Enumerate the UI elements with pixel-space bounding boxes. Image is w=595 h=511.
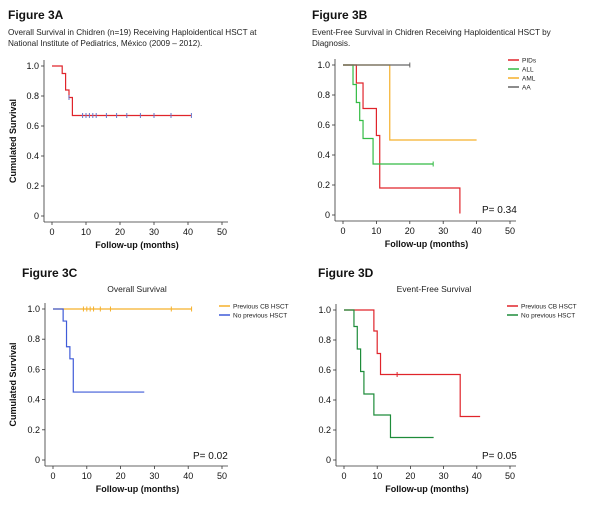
y-tick-label: 0.4: [27, 395, 40, 405]
y-tick-label: 1.0: [26, 61, 39, 71]
x-tick-label: 40: [472, 226, 482, 236]
chart-a-group: 0 10 20 30 40 50 0 0.2 0.4 0.6 0.8 1.0 Follow-up (mo…: [8, 60, 228, 250]
x-tick-label: 20: [116, 471, 126, 481]
x-tick-label: 30: [439, 471, 449, 481]
x-tick-label: 40: [183, 471, 193, 481]
y-tick-label: 0.2: [27, 425, 40, 435]
legend-entry: PIDs: [522, 57, 537, 64]
series-line-no-previous-hsct: [344, 309, 434, 439]
y-tick-label: 0.6: [26, 121, 39, 131]
y-tick-label: 0.8: [27, 334, 40, 344]
y-tick-label: 0.8: [317, 90, 330, 100]
chart-b-group: 0 10 20 30 40 50 0 0.2 0.4 0.6 0.8 1.0 Follow-up (mo…: [317, 57, 536, 249]
x-tick-label: 20: [115, 227, 125, 237]
series-line-survival: [52, 65, 192, 117]
legend-entry: No previous HSCT: [521, 312, 575, 319]
x-tick-label: 0: [50, 471, 55, 481]
x-tick-label: 50: [505, 226, 515, 236]
y-tick-label: 0.8: [318, 335, 331, 345]
series-line-pids: [343, 64, 461, 214]
x-tick-label: 10: [372, 471, 382, 481]
x-tick-label: 10: [82, 471, 92, 481]
x-tick-label: 40: [183, 227, 193, 237]
y-tick-label: 0: [35, 455, 40, 465]
figure-3c-title: Overall Survival: [107, 284, 167, 294]
y-tick-label: 0.2: [318, 425, 331, 435]
y-tick-label: 0.2: [317, 180, 330, 190]
figure-3d-title: Event-Free Survival: [396, 284, 472, 294]
legend-entry: AA: [522, 84, 531, 91]
p-value: P= 0.02: [193, 451, 228, 462]
figure-3a-title: Overall Survival in Chidren (n=19) Recei…: [8, 28, 257, 48]
y-tick-label: 1.0: [27, 304, 40, 314]
x-tick-label: 10: [81, 227, 91, 237]
figure-3b-title: Event-Free Survival in Chidren Receiving…: [312, 28, 551, 48]
figure-3a-label: Figure 3A: [8, 8, 64, 22]
y-tick-label: 0.4: [317, 150, 330, 160]
x-tick-label: 50: [217, 227, 227, 237]
y-tick-label: 0.4: [318, 395, 331, 405]
y-tick-label: 0.4: [26, 151, 39, 161]
x-tick-label: 0: [341, 471, 346, 481]
p-value: P= 0.05: [482, 451, 517, 462]
x-tick-label: 40: [472, 471, 482, 481]
series-line-previous-cb-hsct: [344, 309, 481, 418]
y-axis-label: Cumulated Survival: [8, 99, 18, 183]
legend-entry: Previous CB HSCT: [521, 303, 577, 310]
series-line-no-previous-hsct: [53, 308, 145, 393]
x-tick-label: 0: [340, 226, 345, 236]
x-axis-label: Follow-up (months): [385, 484, 468, 494]
x-tick-label: 30: [149, 471, 159, 481]
y-axis-label: Cumulated Survival: [8, 342, 18, 426]
x-tick-label: 0: [49, 227, 54, 237]
x-axis-label: Follow-up (months): [385, 239, 468, 249]
x-tick-label: 20: [405, 226, 415, 236]
legend-entry: No previous HSCT: [233, 312, 287, 319]
y-tick-label: 1.0: [318, 305, 331, 315]
figure-3c-label: Figure 3C: [22, 266, 78, 280]
y-tick-label: 0.2: [26, 181, 39, 191]
x-tick-label: 20: [405, 471, 415, 481]
x-tick-label: 50: [217, 471, 227, 481]
legend-entry: Previous CB HSCT: [233, 303, 289, 310]
x-tick-label: 10: [371, 226, 381, 236]
y-tick-label: 0.8: [26, 91, 39, 101]
series-line-all: [343, 64, 434, 165]
x-tick-label: 50: [505, 471, 515, 481]
x-tick-label: 30: [438, 226, 448, 236]
figure-3d-label: Figure 3D: [318, 266, 374, 280]
y-tick-label: 0.6: [317, 120, 330, 130]
y-tick-label: 1.0: [317, 60, 330, 70]
chart-c-group: 0 10 20 30 40 50 0 0.2 0.4 0.6 0.8 1.0 Follow-up (mo…: [8, 303, 289, 494]
x-axis-label: Follow-up (months): [95, 240, 178, 250]
y-tick-label: 0: [325, 210, 330, 220]
legend-entry: ALL: [522, 66, 534, 73]
y-tick-label: 0: [34, 211, 39, 221]
legend-entry: AML: [522, 75, 536, 82]
figure-3b-label: Figure 3B: [312, 8, 368, 22]
chart-d-group: 0 10 20 30 40 50 0 0.2 0.4 0.6 0.8 1.0 Follow-up (mo…: [318, 303, 576, 494]
y-tick-label: 0.6: [318, 365, 331, 375]
x-tick-label: 30: [149, 227, 159, 237]
y-tick-label: 0.6: [27, 364, 40, 374]
x-axis-label: Follow-up (months): [96, 484, 179, 494]
y-tick-label: 0: [326, 455, 331, 465]
p-value: P= 0.34: [482, 205, 517, 216]
